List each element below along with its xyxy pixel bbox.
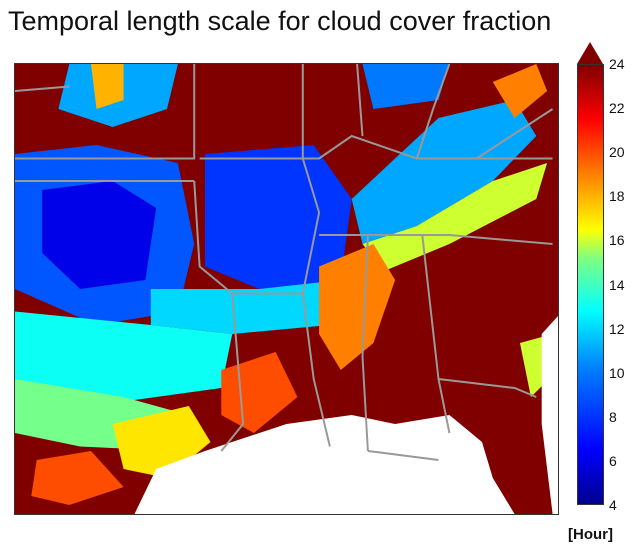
heatmap-svg	[15, 64, 558, 514]
colorbar-tick-label: 6	[609, 452, 617, 469]
heatmap-region-east-yellow-band	[362, 163, 548, 271]
colorbar-unit-label: [Hour]	[568, 526, 613, 543]
heatmap-region-mid-south-orange	[221, 352, 298, 433]
state-border-0	[15, 64, 196, 160]
heatmap-region-southwest-orange	[31, 451, 124, 505]
state-border-5	[301, 158, 331, 447]
chart-title: Temporal length scale for cloud cover fr…	[8, 6, 552, 36]
heatmap-region-top-blue-patch	[362, 64, 450, 109]
heatmap-region-central-blue-band	[205, 145, 352, 289]
heatmap-region-east-cyan-band	[351, 100, 537, 244]
colorbar-tick-label: 8	[609, 408, 617, 425]
colorbar-tick-label: 12	[609, 320, 625, 337]
state-border-14	[415, 64, 451, 159]
colorbar	[577, 64, 604, 505]
heatmap-region-north-top-orange	[91, 64, 124, 109]
heatmap-plot-area	[14, 63, 559, 515]
state-border-15	[476, 108, 554, 160]
colorbar-tick-label: 10	[609, 364, 625, 381]
colorbar-extend-arrow	[577, 42, 603, 64]
state-border-7	[361, 234, 369, 452]
colorbar-tick-label: 22	[609, 100, 625, 117]
state-border-12	[15, 85, 70, 92]
heatmap-region-northwest-plains-core	[42, 181, 157, 289]
heatmap-region-southwest-cyan	[15, 311, 233, 402]
state-border-11	[220, 293, 245, 452]
colorbar-tick-label: 20	[609, 144, 625, 161]
state-border-6	[319, 234, 553, 245]
state-border-4	[193, 180, 303, 295]
colorbar-tick-label: 24	[609, 56, 625, 72]
state-border-2	[199, 134, 553, 160]
state-border-9	[438, 378, 537, 398]
ocean-atlantic-east	[541, 316, 558, 514]
state-border-10	[367, 450, 439, 461]
colorbar-tick-label: 18	[609, 188, 625, 205]
heatmap-region-central-orange-edge	[319, 244, 396, 370]
heatmap-region-northeast-orange	[492, 64, 548, 118]
colorbar-tick-label: 16	[609, 232, 625, 249]
state-border-13	[356, 64, 364, 137]
colorbar-tick-label: 14	[609, 276, 625, 293]
colorbar-tick-label: 4	[609, 497, 617, 513]
ocean-gulf-of-mexico	[134, 415, 515, 514]
